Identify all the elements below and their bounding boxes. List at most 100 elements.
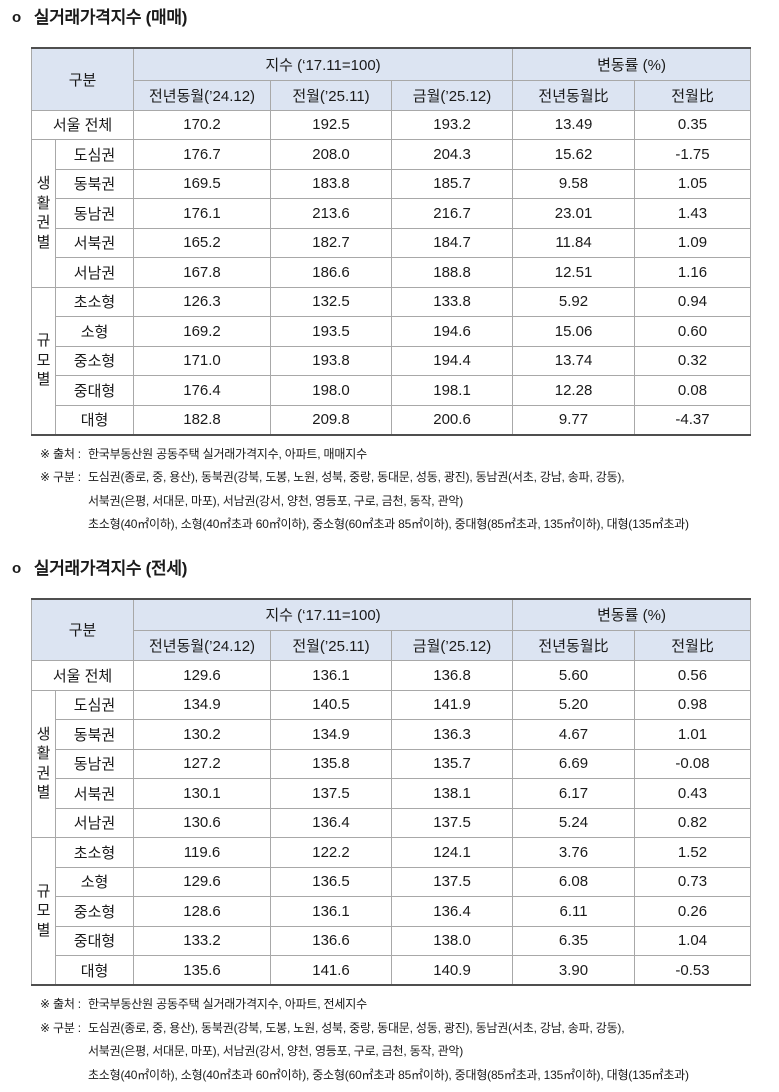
note-source: ※ 출처 : 한국부동산원 공동주택 실거래가격지수, 아파트, 전세지수	[40, 993, 779, 1017]
cell-value: -0.08	[634, 748, 752, 779]
header-row: 구분 지수 (‘17.11=100) 변동률 (%)	[30, 47, 752, 111]
header-cell-current-month: 금월(’25.12)	[391, 630, 514, 661]
cell-value: 186.6	[270, 257, 393, 288]
header-cell-yoy-change: 전년동월比	[512, 79, 636, 111]
note-line: 서북권(은평, 서대문, 마포), 서남권(강서, 양천, 영등포, 구로, 금…	[87, 1044, 464, 1058]
cell-value: 5.92	[512, 286, 636, 317]
table-row: 서북권 130.1 137.5 138.1 6.17 0.43	[32, 778, 752, 809]
row-label: 서남권	[54, 807, 135, 838]
cell-value: 133.2	[133, 925, 272, 956]
header-cell-gubun: 구분	[30, 47, 135, 111]
row-label: 초소형	[54, 286, 135, 317]
cell-value: 129.6	[133, 660, 272, 691]
table-row: 소형 129.6 136.5 137.5 6.08 0.73	[32, 866, 752, 897]
cell-value: 0.73	[634, 866, 752, 897]
cell-value: 129.6	[133, 866, 272, 897]
cell-value: 1.09	[634, 227, 752, 258]
row-label: 중대형	[54, 375, 135, 406]
cell-value: 208.0	[270, 139, 393, 170]
cell-value: 127.2	[133, 748, 272, 779]
note-prefix: ※ 출처 :	[40, 997, 81, 1011]
cell-value: 136.5	[270, 866, 393, 897]
table-row: 중대형 176.4 198.0 198.1 12.28 0.08	[32, 375, 752, 406]
cell-value: -0.53	[634, 955, 752, 986]
cell-value: 11.84	[512, 227, 636, 258]
cell-value: 1.52	[634, 837, 752, 868]
row-label: 대형	[54, 404, 135, 435]
note-line: 한국부동산원 공동주택 실거래가격지수, 아파트, 전세지수	[87, 997, 367, 1011]
cell-value: 134.9	[270, 719, 393, 750]
cell-value: 182.8	[133, 404, 272, 435]
note-line: 도심권(종로, 중, 용산), 동북권(강북, 도봉, 노원, 성북, 중랑, …	[87, 1020, 625, 1035]
header-cell-index-group: 지수 (‘17.11=100)	[133, 598, 514, 631]
table-row: 생활권별 도심권 176.7 208.0 204.3 15.62 -1.75	[31, 139, 752, 288]
cell-value: 0.35	[634, 109, 752, 140]
header-cell-gubun: 구분	[30, 598, 135, 661]
cell-value: 137.5	[270, 778, 393, 809]
note-line: 초소형(40㎡이하), 소형(40㎡초과 60㎡이하), 중소형(60㎡초과 8…	[87, 1067, 689, 1082]
title-bullet: o	[12, 559, 21, 577]
header-cell-prev-month: 전월(’25.11)	[270, 630, 393, 661]
cell-value: 15.06	[512, 316, 636, 347]
row-label: 동남권	[54, 198, 135, 229]
cell-value: 9.77	[512, 404, 636, 435]
header-cell-index-group: 지수 (‘17.11=100)	[133, 47, 514, 81]
cell-value: 3.76	[512, 837, 636, 868]
note-source: ※ 출처 : 한국부동산원 공동주택 실거래가격지수, 아파트, 매매지수	[40, 443, 779, 467]
cell-value: 6.17	[512, 778, 636, 809]
cell-value: 165.2	[133, 227, 272, 258]
row-label: 서북권	[54, 227, 135, 258]
note-line: 초소형(40㎡이하), 소형(40㎡초과 60㎡이하), 중소형(60㎡초과 8…	[87, 517, 689, 531]
row-label: 중소형	[54, 345, 135, 376]
cell-value: 194.4	[391, 345, 514, 376]
page-title: 실거래가격지수 (매매)	[33, 8, 188, 27]
header-cell-prev-year-month: 전년동월(’24.12)	[133, 630, 272, 661]
cell-value: 169.5	[133, 168, 272, 199]
table-row: 대형 135.6 141.6 140.9 3.90 -0.53	[32, 955, 752, 986]
cell-value: 136.6	[270, 925, 393, 956]
cell-value: 133.8	[391, 286, 514, 317]
section-jeonse: o 실거래가격지수 (전세) 구분 지수 (‘17.11=100) 변동률 (%…	[0, 557, 779, 1088]
row-label: 서울 전체	[30, 660, 135, 691]
cell-value: 0.94	[634, 286, 752, 317]
note-prefix: ※ 구분 :	[40, 1020, 81, 1035]
sale-index-table: 구분 지수 (‘17.11=100) 변동률 (%) 전년동월(’24.12) …	[30, 47, 752, 436]
cell-value: 130.2	[133, 719, 272, 750]
table-row: 대형 182.8 209.8 200.6 9.77 -4.37	[32, 404, 752, 435]
title-bullet: o	[12, 9, 21, 26]
row-label: 도심권	[54, 139, 135, 170]
cell-value: 130.1	[133, 778, 272, 809]
cell-value: 137.5	[391, 807, 514, 838]
cell-value: 176.1	[133, 198, 272, 229]
cell-value: 0.82	[634, 807, 752, 838]
table-row: 서남권 167.8 186.6 188.8 12.51 1.16	[32, 257, 752, 288]
cell-value: 5.60	[512, 660, 636, 691]
cell-value: 12.28	[512, 375, 636, 406]
cell-value: 0.08	[634, 375, 752, 406]
row-label: 중대형	[54, 925, 135, 956]
group-label-living-zone: 생활권별	[31, 139, 56, 288]
cell-value: 184.7	[391, 227, 514, 258]
cell-value: 138.0	[391, 925, 514, 956]
cell-value: 1.43	[634, 198, 752, 229]
row-label: 동북권	[54, 719, 135, 750]
cell-value: 0.56	[634, 660, 752, 691]
cell-value: 141.6	[270, 955, 393, 986]
cell-value: 183.8	[270, 168, 393, 199]
cell-value: 126.3	[133, 286, 272, 317]
cell-value: 132.5	[270, 286, 393, 317]
cell-value: 136.3	[391, 719, 514, 750]
table-row: 규모별 초소형 119.6 122.2 124.1 3.76 1.52	[31, 837, 752, 986]
notes: ※ 출처 : 한국부동산원 공동주택 실거래가격지수, 아파트, 전세지수 ※ …	[40, 993, 779, 1087]
cell-value: 1.04	[634, 925, 752, 956]
cell-value: 136.8	[391, 660, 514, 691]
cell-value: 137.5	[391, 866, 514, 897]
row-label: 소형	[54, 316, 135, 347]
cell-value: 213.6	[270, 198, 393, 229]
group-label-size: 규모별	[31, 286, 56, 435]
row-label: 도심권	[54, 689, 135, 720]
cell-value: 0.43	[634, 778, 752, 809]
subheader-row: 전년동월(’24.12) 전월(’25.11) 금월(’25.12) 전년동월比…	[32, 630, 752, 661]
cell-value: 5.24	[512, 807, 636, 838]
